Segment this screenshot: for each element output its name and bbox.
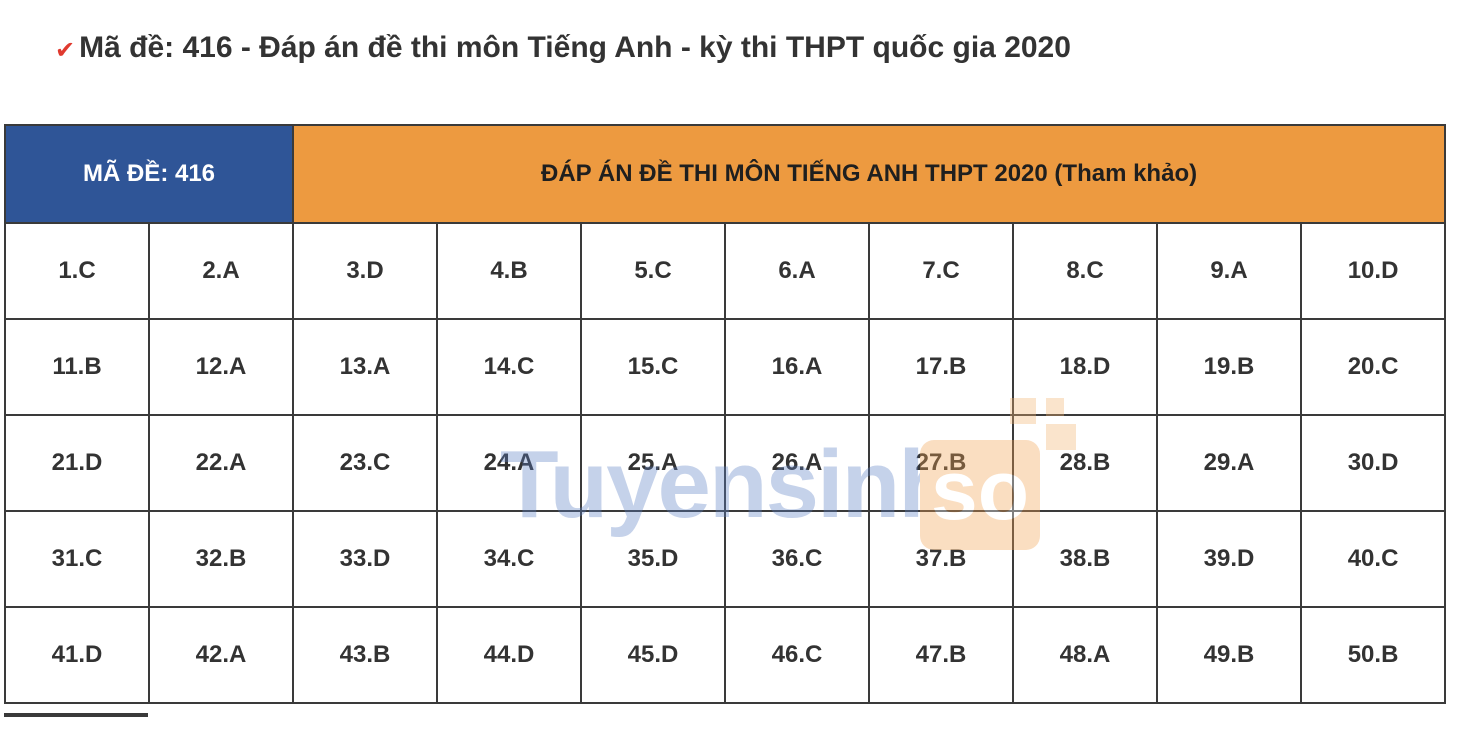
bottom-divider (4, 713, 148, 717)
answer-cell: 29.A (1156, 414, 1303, 512)
answer-cell: 13.A (292, 318, 439, 416)
answer-cell: 11.B (4, 318, 150, 416)
answer-cell: 6.A (724, 222, 871, 320)
answer-cell: 25.A (580, 414, 727, 512)
answer-cell: 3.D (292, 222, 439, 320)
answer-cell: 18.D (1012, 318, 1159, 416)
table-row: 41.D 42.A 43.B 44.D 45.D 46.C 47.B 48.A … (4, 606, 1447, 704)
answer-cell: 48.A (1012, 606, 1159, 704)
answer-cell: 45.D (580, 606, 727, 704)
answer-cell: 8.C (1012, 222, 1159, 320)
table-row: 31.C 32.B 33.D 34.C 35.D 36.C 37.B 38.B … (4, 510, 1447, 608)
answer-cell: 16.A (724, 318, 871, 416)
answer-cell: 43.B (292, 606, 439, 704)
answer-cell: 47.B (868, 606, 1015, 704)
answer-cell: 34.C (436, 510, 583, 608)
answer-cell: 37.B (868, 510, 1015, 608)
answer-cell: 9.A (1156, 222, 1303, 320)
answer-cell: 2.A (147, 222, 295, 320)
page-heading: ✔ Mã đề: 416 - Đáp án đề thi môn Tiếng A… (55, 26, 1071, 70)
answer-cell: 30.D (1300, 414, 1447, 512)
table-row: 1.C 2.A 3.D 4.B 5.C 6.A 7.C 8.C 9.A 10.D (4, 222, 1447, 320)
answer-cell: 39.D (1156, 510, 1303, 608)
answer-cell: 1.C (4, 222, 150, 320)
answer-cell: 49.B (1156, 606, 1303, 704)
answer-cell: 24.A (436, 414, 583, 512)
answer-cell: 17.B (868, 318, 1015, 416)
answer-cell: 32.B (147, 510, 295, 608)
answer-cell: 44.D (436, 606, 583, 704)
answer-cell: 12.A (147, 318, 295, 416)
answer-cell: 31.C (4, 510, 150, 608)
table-row: 11.B 12.A 13.A 14.C 15.C 16.A 17.B 18.D … (4, 318, 1447, 416)
answer-cell: 7.C (868, 222, 1015, 320)
page-title: Mã đề: 416 - Đáp án đề thi môn Tiếng Anh… (79, 31, 1071, 64)
answer-cell: 36.C (724, 510, 871, 608)
answer-cell: 4.B (436, 222, 583, 320)
answer-cell: 50.B (1300, 606, 1447, 704)
answer-cell: 28.B (1012, 414, 1159, 512)
answer-table: MÃ ĐỀ: 416 ĐÁP ÁN ĐỀ THI MÔN TIẾNG ANH T… (3, 124, 1447, 704)
answer-cell: 46.C (724, 606, 871, 704)
answer-cell: 26.A (724, 414, 871, 512)
check-icon: ✔ (55, 36, 76, 64)
answer-cell: 33.D (292, 510, 439, 608)
exam-code-cell: MÃ ĐỀ: 416 (3, 124, 295, 224)
answer-cell: 40.C (1300, 510, 1447, 608)
answer-cell: 35.D (580, 510, 727, 608)
answer-cell: 41.D (4, 606, 150, 704)
answer-cell: 10.D (1300, 222, 1447, 320)
answer-cell: 27.B (868, 414, 1015, 512)
answer-cell: 5.C (580, 222, 727, 320)
answer-cell: 38.B (1012, 510, 1159, 608)
answer-cell: 42.A (147, 606, 295, 704)
table-row: 21.D 22.A 23.C 24.A 25.A 26.A 27.B 28.B … (4, 414, 1447, 512)
answer-cell: 19.B (1156, 318, 1303, 416)
answer-cell: 20.C (1300, 318, 1447, 416)
answer-cell: 21.D (4, 414, 150, 512)
table-header-row: MÃ ĐỀ: 416 ĐÁP ÁN ĐỀ THI MÔN TIẾNG ANH T… (3, 124, 1447, 224)
answer-cell: 15.C (580, 318, 727, 416)
answer-cell: 23.C (292, 414, 439, 512)
answer-cell: 14.C (436, 318, 583, 416)
answer-cell: 22.A (147, 414, 295, 512)
table-title-cell: ĐÁP ÁN ĐỀ THI MÔN TIẾNG ANH THPT 2020 (T… (292, 124, 1447, 224)
